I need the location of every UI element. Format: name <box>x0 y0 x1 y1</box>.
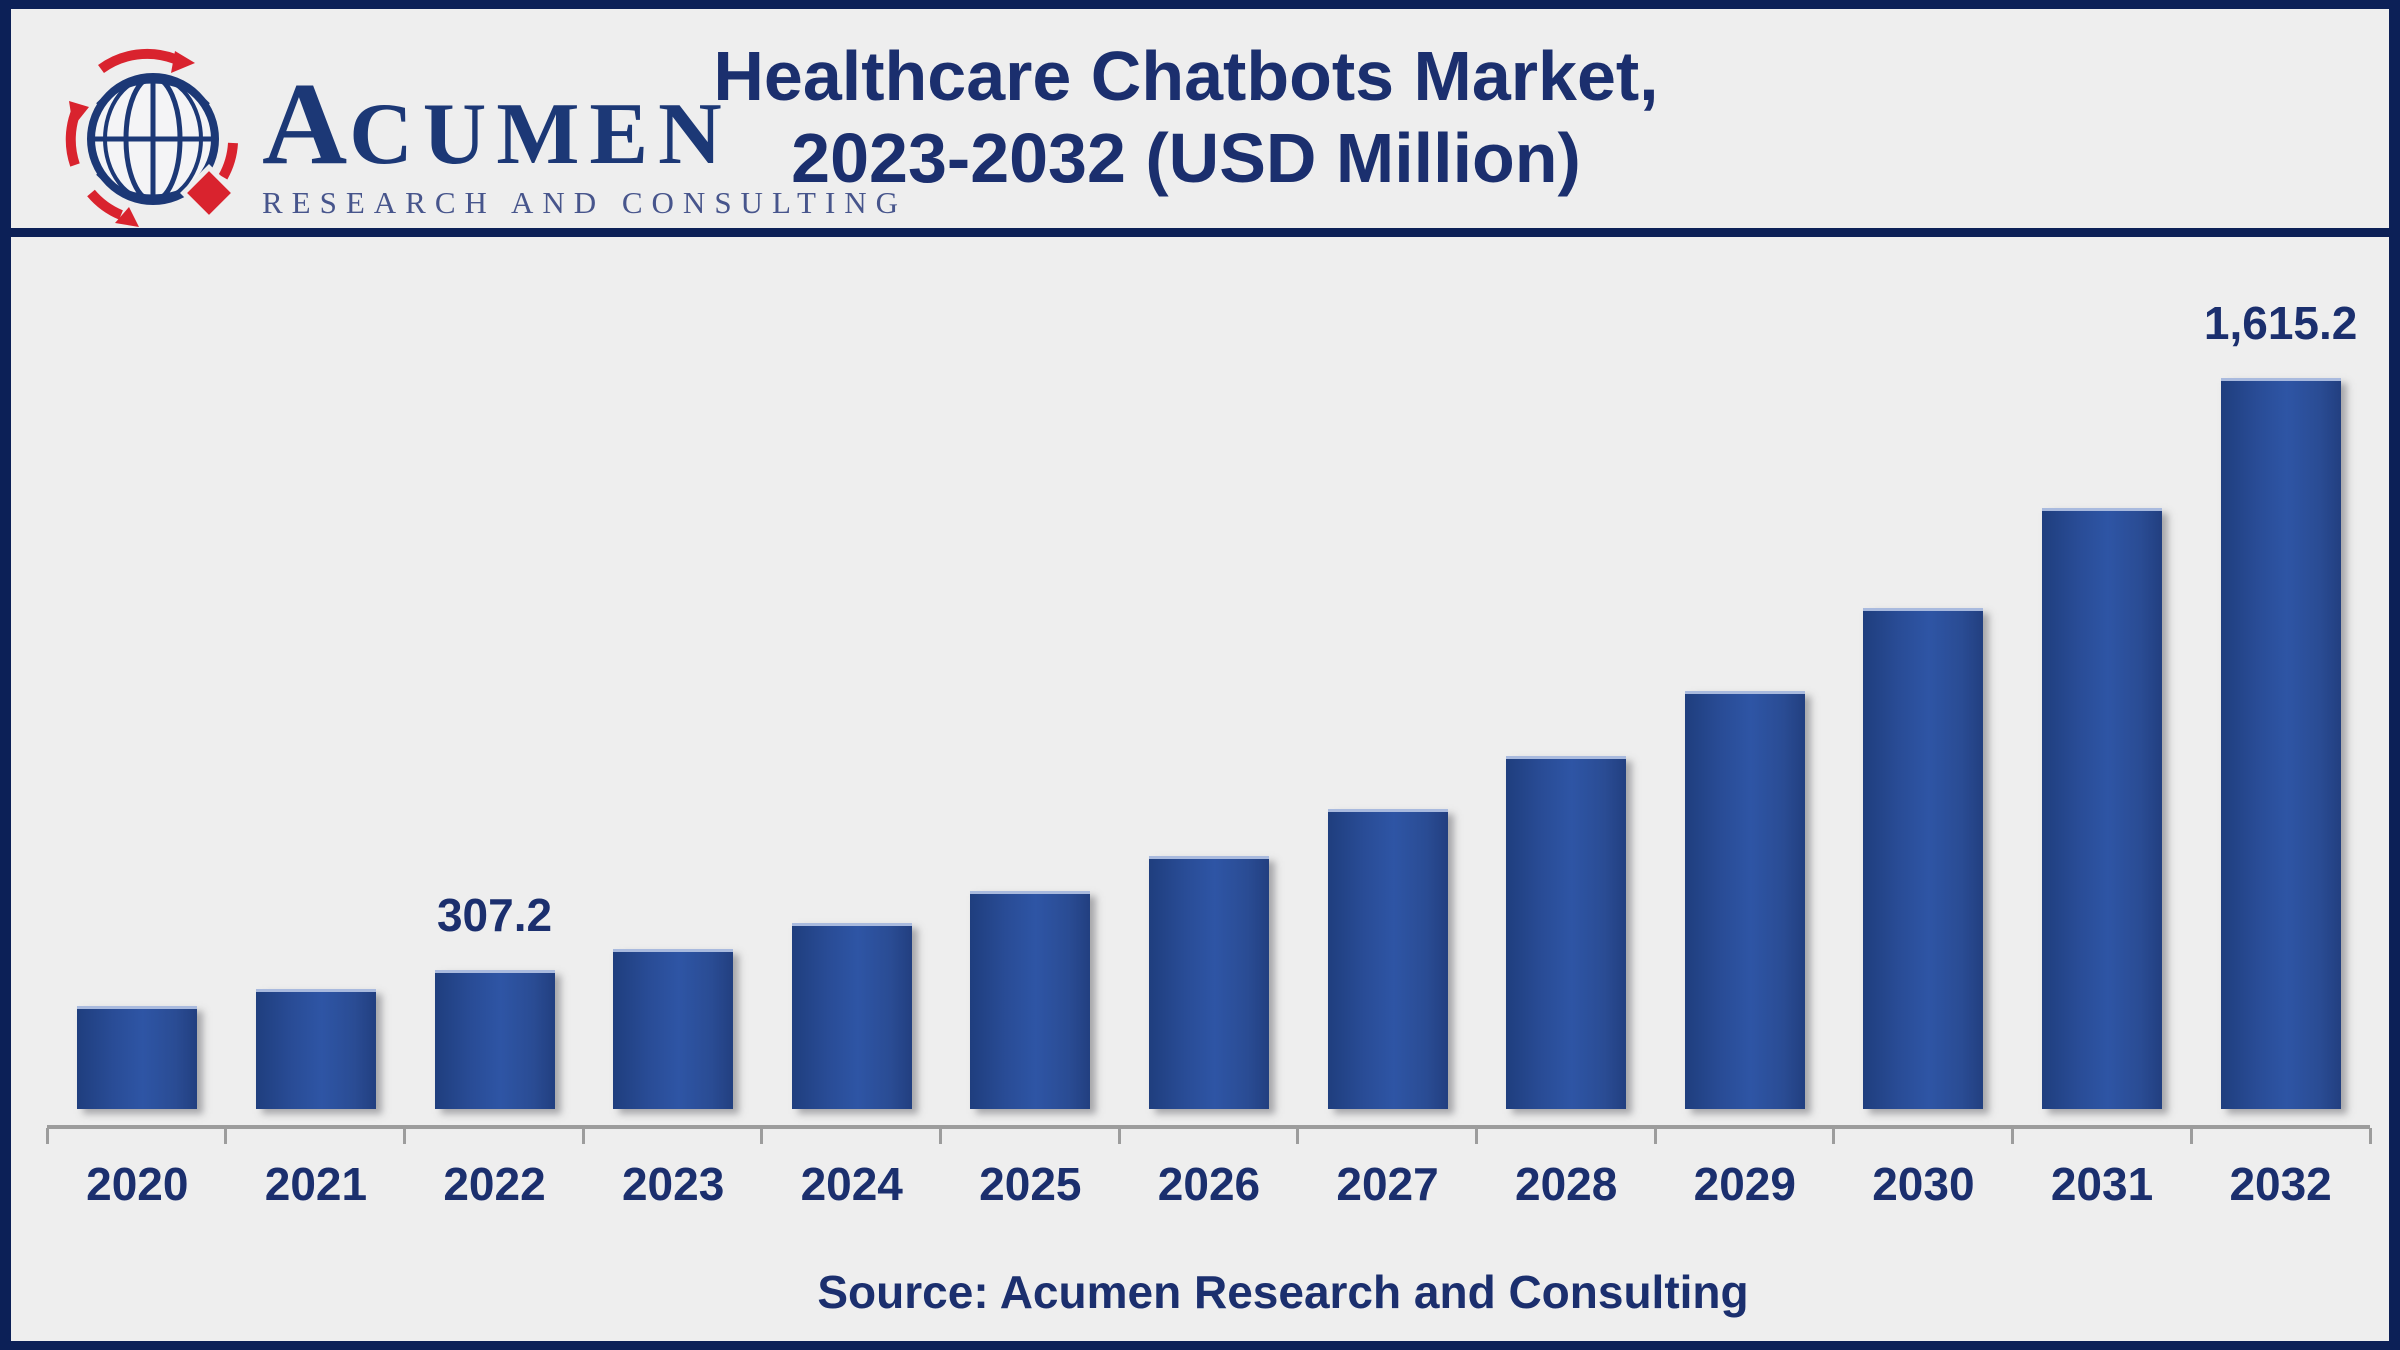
bar-2031 <box>2042 508 2162 1109</box>
x-tick-label-2025: 2025 <box>979 1158 1082 1210</box>
bar-2022 <box>434 970 555 1109</box>
bar-2020 <box>77 1006 198 1109</box>
header-divider <box>11 228 2389 237</box>
bar-2026 <box>1148 856 1269 1109</box>
x-axis-tick <box>1117 1128 1121 1144</box>
x-axis-tick <box>2189 1128 2193 1144</box>
bar-2021 <box>255 989 376 1109</box>
x-axis-tick <box>1475 1128 1479 1144</box>
x-tick-label-2027: 2027 <box>1336 1158 1439 1210</box>
bar-column-2024 <box>762 229 941 1109</box>
data-label-2032: 1,615.2 <box>2203 297 2358 349</box>
bar-2029 <box>1684 691 1805 1109</box>
bar-2030 <box>1863 608 1984 1109</box>
x-axis-tick <box>224 1128 228 1144</box>
bar-2023 <box>613 949 734 1109</box>
globe-logo-icon <box>63 47 248 232</box>
logo-wordmark: ACUMEN RESEARCH AND CONSULTING <box>262 47 907 221</box>
chart-title-line2: 2023-2032 (USD Million) <box>791 119 1581 197</box>
bar-column-2032: 1,615.2 <box>2191 229 2370 1109</box>
bar-2024 <box>791 923 912 1109</box>
x-axis-tick <box>1296 1128 1300 1144</box>
bar-column-2022: 307.2 <box>405 229 584 1109</box>
x-tick-label-2028: 2028 <box>1515 1158 1618 1210</box>
logo-tagline: RESEARCH AND CONSULTING <box>262 185 908 220</box>
x-axis-tick <box>760 1128 764 1144</box>
x-axis-tick <box>2011 1128 2015 1144</box>
x-tick-label-2030: 2030 <box>1872 1158 1975 1210</box>
bar-column-2027 <box>1298 229 1477 1109</box>
bar-column-2023 <box>584 229 763 1109</box>
bar-column-2020 <box>48 229 227 1109</box>
bar-column-2031 <box>2013 229 2192 1109</box>
bar-2028 <box>1506 756 1627 1109</box>
bar-column-2028 <box>1477 229 1656 1109</box>
x-tick-label-2031: 2031 <box>2050 1158 2154 1210</box>
x-tick-label-2022: 2022 <box>443 1158 546 1210</box>
brand-initial: A <box>262 58 350 189</box>
x-axis-tick <box>45 1128 49 1144</box>
x-tick-label-2026: 2026 <box>1157 1158 1261 1210</box>
x-tick-label-2029: 2029 <box>1693 1158 1796 1210</box>
bar-column-2025 <box>941 229 1120 1109</box>
x-tick-label-2020: 2020 <box>86 1158 189 1210</box>
x-axis-tick <box>581 1128 585 1144</box>
bar-column-2030 <box>1834 229 2013 1109</box>
x-tick-label-2024: 2024 <box>800 1158 903 1210</box>
x-tick-label-2032: 2032 <box>2229 1158 2332 1210</box>
bar-column-2026 <box>1120 229 1299 1109</box>
x-axis-line <box>47 1125 2370 1129</box>
x-axis-labels: 2020 2021 2022 2023 2024 2025 2026 2027 2028 2029… <box>48 1157 2370 1211</box>
bar-plot-area: 307.2 1,615.2 <box>48 229 2370 1109</box>
x-axis-tick <box>1832 1128 1836 1144</box>
chart-title: Healthcare Chatbots Market, 2023-2032 (U… <box>713 35 1658 199</box>
x-axis-tick <box>2368 1128 2372 1144</box>
data-label-2022: 307.2 <box>436 889 553 941</box>
bar-2025 <box>970 891 1091 1109</box>
x-tick-label-2023: 2023 <box>621 1158 725 1210</box>
bar-2032 <box>2220 378 2341 1109</box>
chart-title-line1: Healthcare Chatbots Market, <box>713 37 1659 115</box>
brand-name: CUMEN <box>349 86 732 183</box>
x-tick-label-2021: 2021 <box>264 1158 368 1210</box>
x-axis-tick <box>402 1128 406 1144</box>
acumen-logo: ACUMEN RESEARCH AND CONSULTING <box>63 47 907 232</box>
bar-2027 <box>1327 809 1448 1109</box>
x-axis-tick <box>938 1128 942 1144</box>
x-axis-tick <box>1653 1128 1657 1144</box>
bar-column-2029 <box>1655 229 1834 1109</box>
source-note: Source: Acumen Research and Consulting <box>817 1266 1749 1318</box>
bar-column-2021 <box>227 229 406 1109</box>
